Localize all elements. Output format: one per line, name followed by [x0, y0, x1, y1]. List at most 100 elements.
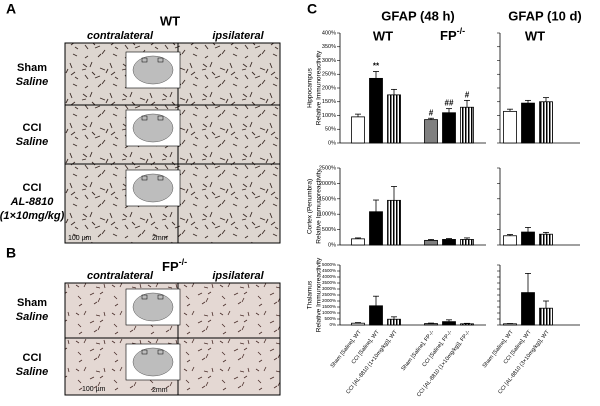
y-tick-label: 500% — [322, 227, 336, 233]
row-label: Saline — [16, 366, 48, 378]
row-label: CCI — [23, 352, 42, 364]
y-tick-label: 400% — [322, 30, 336, 36]
inset-box — [141, 294, 148, 300]
bar — [369, 211, 383, 246]
bar — [351, 322, 365, 326]
row-label: Saline — [16, 76, 48, 88]
genotype-sup: -/- — [179, 257, 188, 267]
y-axis-label: Thalamus — [307, 280, 314, 309]
y-tick-label: 1500% — [319, 196, 336, 202]
inset-box — [157, 349, 164, 355]
inset-brain — [132, 292, 174, 322]
panel-label: A — [6, 1, 16, 17]
inset-brain — [132, 347, 174, 377]
bar — [539, 101, 553, 144]
y-tick-label: 0% — [328, 242, 336, 248]
inset-brain — [132, 55, 174, 85]
row-label: CCI — [23, 122, 42, 134]
y-tick-label: 0% — [329, 322, 336, 327]
x-tick-label: Sham [Saline], FP-/- — [400, 329, 435, 372]
y-tick-label: 0% — [328, 140, 336, 146]
x-tick-label: Sham [Saline], WT — [482, 329, 515, 369]
bar — [387, 94, 401, 144]
row-label: Sham — [17, 62, 47, 74]
y-tick-label: 100% — [322, 113, 336, 119]
side-label: ipsilateral — [212, 30, 264, 42]
y-tick-label: 1000% — [322, 310, 336, 315]
row-label: Saline — [16, 311, 48, 323]
y-tick-label: 1500% — [322, 304, 336, 309]
scale-bar-label: 100 µm — [68, 235, 92, 242]
group-label: WT — [373, 28, 393, 43]
genotype-label: WT — [160, 13, 180, 28]
bar — [424, 239, 438, 246]
inset-box — [157, 175, 164, 181]
side-label: contralateral — [87, 30, 154, 42]
genotype-label: FP-/- — [162, 257, 187, 274]
bar — [460, 323, 474, 326]
significance-label: ** — [373, 62, 380, 71]
y-tick-label: 2500% — [322, 292, 336, 297]
header: GFAP (10 d) — [508, 8, 581, 23]
y-tick-label: 4500% — [322, 268, 336, 273]
y-tick-label: 350% — [322, 44, 336, 50]
bar — [503, 323, 517, 326]
bar — [521, 102, 535, 144]
y-axis-label: Relative Immunoreactivity — [316, 169, 323, 244]
bar — [424, 323, 438, 326]
y-tick-label: 3000% — [322, 286, 336, 291]
genotype: FP — [162, 259, 179, 274]
scale-bar-label: 100 µm — [82, 386, 106, 393]
bar — [424, 119, 438, 144]
fp: FP — [440, 28, 457, 43]
inset-box — [141, 349, 148, 355]
inset-box — [157, 294, 164, 300]
panel-label: C — [307, 1, 317, 17]
row-label: (1×10mg/kg) — [0, 210, 65, 222]
inset-brain — [132, 113, 174, 143]
y-tick-label: 150% — [322, 99, 336, 105]
bar — [521, 292, 535, 326]
y-tick-label: 2000% — [322, 298, 336, 303]
inset-brain — [132, 173, 174, 203]
y-axis-label: Relative Immunoreactivity — [316, 50, 323, 125]
bar — [442, 321, 456, 326]
bar — [539, 307, 553, 326]
y-tick-label: 300% — [322, 58, 336, 64]
fp-sup: -/- — [457, 26, 466, 36]
bar — [503, 235, 517, 246]
inset-box — [141, 57, 148, 63]
bar — [503, 110, 517, 144]
bar — [442, 239, 456, 246]
y-axis-label: Relative Immunoreactivity — [316, 257, 323, 332]
panel-label: B — [6, 245, 16, 261]
y-tick-label: 2000% — [319, 181, 336, 187]
bar — [442, 112, 456, 144]
inset-box — [157, 115, 164, 121]
y-tick-label: 250% — [322, 72, 336, 78]
bar — [351, 238, 365, 246]
group-label: FP-/- — [440, 26, 465, 43]
y-axis-label: Cortex (Penumbra) — [307, 179, 314, 234]
bar — [539, 233, 553, 246]
row-label: AL-8810 — [10, 196, 55, 208]
inset-scale-label: 2mm — [152, 387, 168, 394]
y-tick-label: 500% — [324, 316, 336, 321]
bar — [369, 77, 383, 144]
y-tick-label: 5000% — [322, 262, 336, 267]
y-tick-label: 1000% — [319, 212, 336, 218]
y-tick-label: 4000% — [322, 274, 336, 279]
bar — [460, 239, 474, 246]
y-tick-label: 3500% — [322, 280, 336, 285]
inset-box — [157, 57, 164, 63]
x-tick-label: Sham [Saline], WT — [330, 329, 363, 369]
significance-label: # — [465, 90, 470, 99]
row-label: Saline — [16, 136, 48, 148]
chart-headers: C GFAP (48 h) GFAP (10 d) WT FP-/- WT — [307, 1, 582, 44]
side-label: contralateral — [87, 270, 154, 282]
y-tick-label: 50% — [325, 127, 336, 133]
significance-label: ## — [445, 99, 454, 108]
bar — [460, 106, 474, 144]
y-axis-label: Hippocampus — [307, 67, 314, 107]
y-tick-label: 200% — [322, 85, 336, 91]
